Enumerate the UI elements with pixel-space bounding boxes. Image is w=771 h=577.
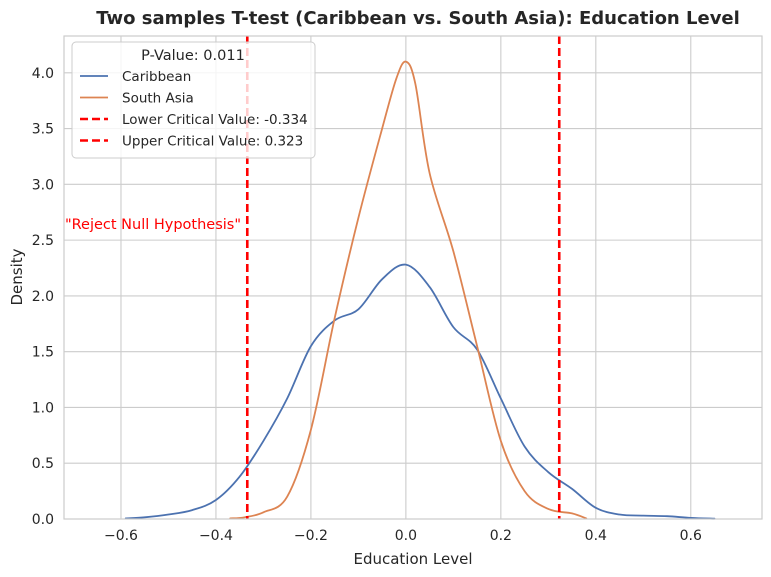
reject-null-annotation: "Reject Null Hypothesis" (65, 217, 241, 233)
critical-lines-layer (245, 36, 561, 519)
tick-labels-layer: −0.6 −0.4 −0.2 0.0 0.2 0.4 0.6 0.0 0.5 1.0 1.5 2.0 2… (32, 66, 702, 544)
x-tick-label: 0.0 (395, 528, 417, 544)
y-tick-label: 3.0 (32, 177, 54, 193)
x-tick-label: −0.4 (199, 528, 233, 544)
x-tick-label: 0.2 (490, 528, 512, 544)
legend-label-south-asia: South Asia (122, 91, 194, 107)
y-tick-label: 0.5 (32, 456, 54, 472)
annotation-layer: "Reject Null Hypothesis" (65, 217, 241, 233)
series-layer (124, 60, 716, 520)
y-tick-label: 2.0 (32, 289, 54, 305)
legend-box (71, 41, 316, 159)
x-tick-label: 0.6 (680, 528, 702, 544)
series-line-caribbean (124, 263, 716, 520)
y-tick-label: 2.5 (32, 233, 54, 249)
y-tick-label: 4.0 (32, 66, 54, 82)
x-tick-label: −0.6 (104, 528, 138, 544)
y-tick-label: 1.5 (32, 345, 54, 361)
x-tick-label: −0.2 (294, 528, 328, 544)
legend-title: P-Value: 0.011 (141, 48, 245, 64)
x-axis-label: Education Level (353, 550, 472, 568)
legend-label-lower-critical-value-0-334: Lower Critical Value: -0.334 (122, 112, 308, 128)
legend-label-caribbean: Caribbean (122, 69, 191, 85)
legend-label-upper-critical-value-0-323: Upper Critical Value: 0.323 (122, 134, 303, 150)
series-line-south-asia (229, 60, 588, 520)
plot-frame (63, 35, 763, 520)
x-tick-label: 0.4 (585, 528, 607, 544)
y-axis-label: Density (8, 248, 26, 305)
chart-title: Two samples T-test (Caribbean vs. South … (96, 8, 740, 29)
y-tick-label: 3.5 (32, 122, 54, 138)
y-tick-label: 1.0 (32, 400, 54, 416)
legend: P-Value: 0.011 Caribbean South Asia Lower … (71, 41, 316, 159)
y-tick-label: 0.0 (32, 512, 54, 528)
